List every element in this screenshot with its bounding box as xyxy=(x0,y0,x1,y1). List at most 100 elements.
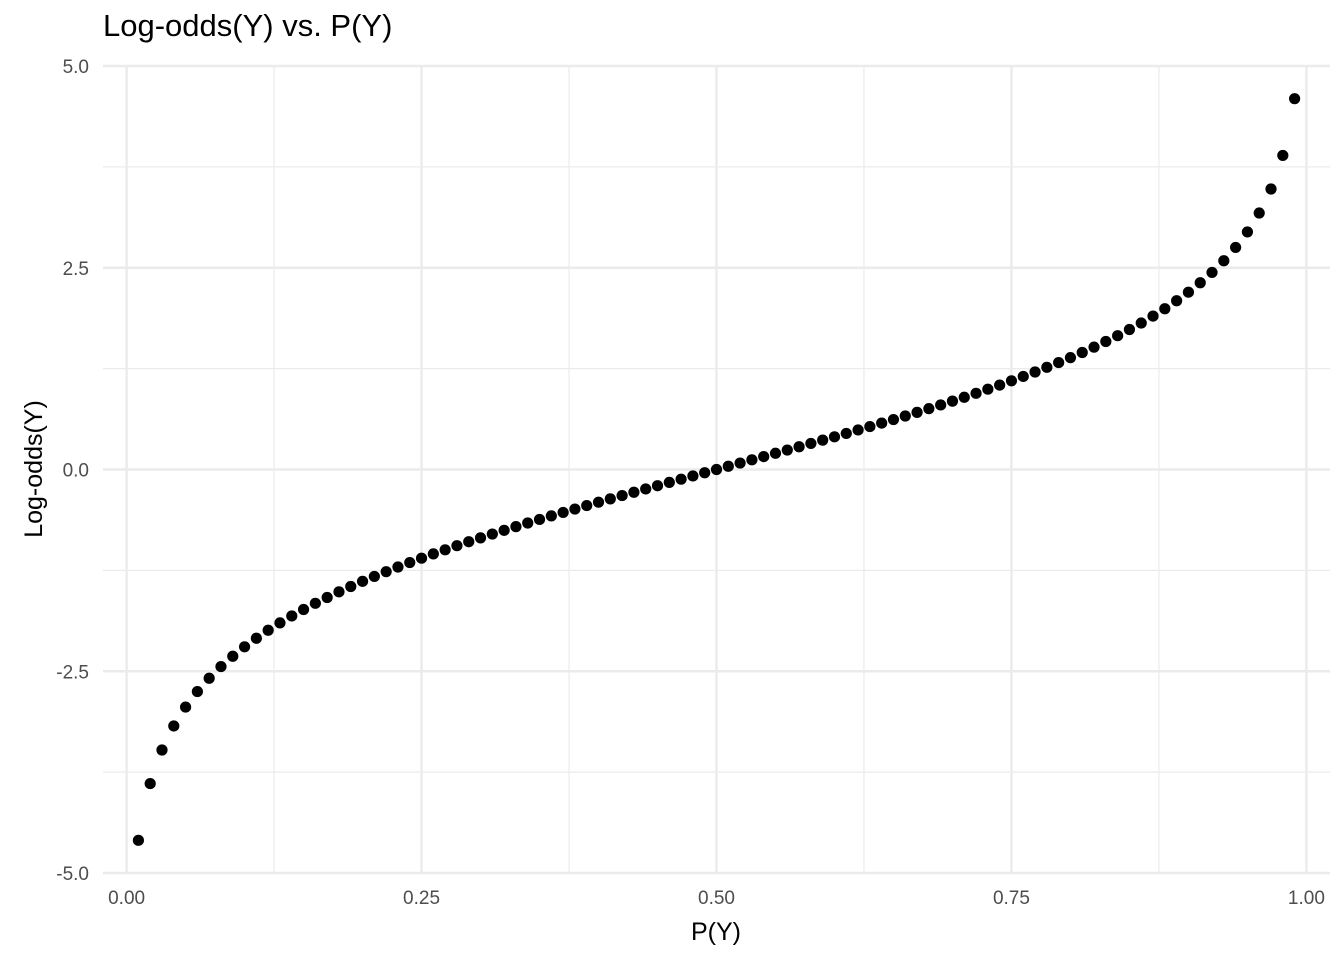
x-tick-label: 0.25 xyxy=(403,888,440,909)
data-point xyxy=(510,521,522,533)
data-point xyxy=(1123,323,1136,336)
data-point xyxy=(262,624,274,636)
data-point xyxy=(1265,183,1277,195)
data-point xyxy=(1253,207,1265,219)
y-tick-label: 5.0 xyxy=(63,57,89,78)
data-point xyxy=(899,410,911,422)
data-point xyxy=(1041,361,1053,373)
data-point xyxy=(451,540,463,552)
data-point xyxy=(191,685,203,698)
data-point xyxy=(392,561,404,573)
data-point xyxy=(486,528,498,540)
x-axis-title: P(Y) xyxy=(691,918,741,946)
data-point xyxy=(345,580,357,593)
x-tick-label: 0.50 xyxy=(698,888,735,909)
data-point xyxy=(1112,330,1124,342)
data-point xyxy=(769,447,782,459)
data-point xyxy=(522,517,534,529)
data-point xyxy=(1053,356,1065,369)
data-point xyxy=(958,391,970,403)
data-point xyxy=(887,413,900,426)
data-points xyxy=(132,93,1301,846)
data-point xyxy=(935,399,947,411)
data-point xyxy=(1100,335,1112,348)
data-point xyxy=(156,744,168,756)
y-tick-label: -5.0 xyxy=(56,864,89,885)
x-tick-labels: 0.00 0.25 0.50 0.75 1.00 xyxy=(108,888,1325,909)
data-point xyxy=(333,586,345,598)
data-point xyxy=(321,591,333,604)
data-point xyxy=(805,437,817,450)
data-point xyxy=(533,513,546,526)
data-point xyxy=(1218,255,1230,267)
data-point xyxy=(238,641,251,653)
data-point xyxy=(616,489,628,502)
data-point xyxy=(1182,286,1195,298)
data-point xyxy=(628,486,640,498)
data-point xyxy=(923,403,935,415)
data-point xyxy=(144,777,156,790)
data-point xyxy=(1171,295,1183,307)
x-tick-label: 0.75 xyxy=(993,888,1030,909)
data-point xyxy=(1230,241,1242,254)
data-point xyxy=(250,632,262,644)
data-point xyxy=(675,473,687,485)
data-point xyxy=(876,417,888,429)
data-point xyxy=(1206,266,1218,279)
data-point xyxy=(970,387,982,399)
data-point xyxy=(1076,346,1088,359)
data-point xyxy=(286,610,298,622)
data-point xyxy=(946,395,959,407)
data-point xyxy=(1289,93,1301,105)
data-point xyxy=(994,379,1006,391)
data-point xyxy=(592,496,605,508)
data-point xyxy=(1029,366,1041,378)
data-point xyxy=(439,544,451,556)
data-point xyxy=(781,444,793,456)
data-point xyxy=(710,463,723,476)
data-point xyxy=(380,566,392,578)
data-point xyxy=(699,467,711,479)
data-point xyxy=(581,499,593,512)
data-point xyxy=(840,427,852,440)
data-point xyxy=(569,503,581,515)
data-point xyxy=(722,460,734,472)
y-tick-label: 2.5 xyxy=(63,259,89,280)
x-tick-label: 0.00 xyxy=(108,888,145,909)
data-point xyxy=(1241,226,1254,238)
data-point xyxy=(982,383,994,395)
data-point xyxy=(758,450,770,463)
data-point xyxy=(687,470,699,482)
data-point xyxy=(1147,310,1159,322)
x-tick-label: 1.00 xyxy=(1288,888,1325,909)
y-axis-title: Log-odds(Y) xyxy=(20,400,48,538)
y-tick-label: -2.5 xyxy=(56,662,89,683)
data-point xyxy=(828,431,841,443)
y-tick-labels: -5.0 -2.5 0.0 2.5 5.0 xyxy=(56,57,89,885)
data-point xyxy=(498,524,510,536)
data-point xyxy=(746,454,758,466)
data-point xyxy=(911,406,923,418)
data-point xyxy=(604,493,616,505)
data-point xyxy=(203,672,215,684)
data-point xyxy=(463,536,475,548)
data-point xyxy=(1135,317,1147,329)
data-point xyxy=(817,434,829,446)
data-point xyxy=(297,603,310,616)
data-point xyxy=(545,510,557,522)
data-point xyxy=(1159,303,1171,315)
data-point xyxy=(734,457,746,469)
data-point xyxy=(227,650,239,662)
data-point xyxy=(793,441,805,453)
data-point xyxy=(368,570,380,583)
data-point xyxy=(1088,341,1100,353)
data-point xyxy=(663,476,675,489)
data-point xyxy=(1277,149,1289,162)
data-point xyxy=(179,701,192,713)
data-point xyxy=(1005,375,1018,387)
data-point xyxy=(356,575,369,587)
data-point xyxy=(651,480,664,492)
data-point xyxy=(168,720,180,732)
data-point xyxy=(1194,277,1206,289)
